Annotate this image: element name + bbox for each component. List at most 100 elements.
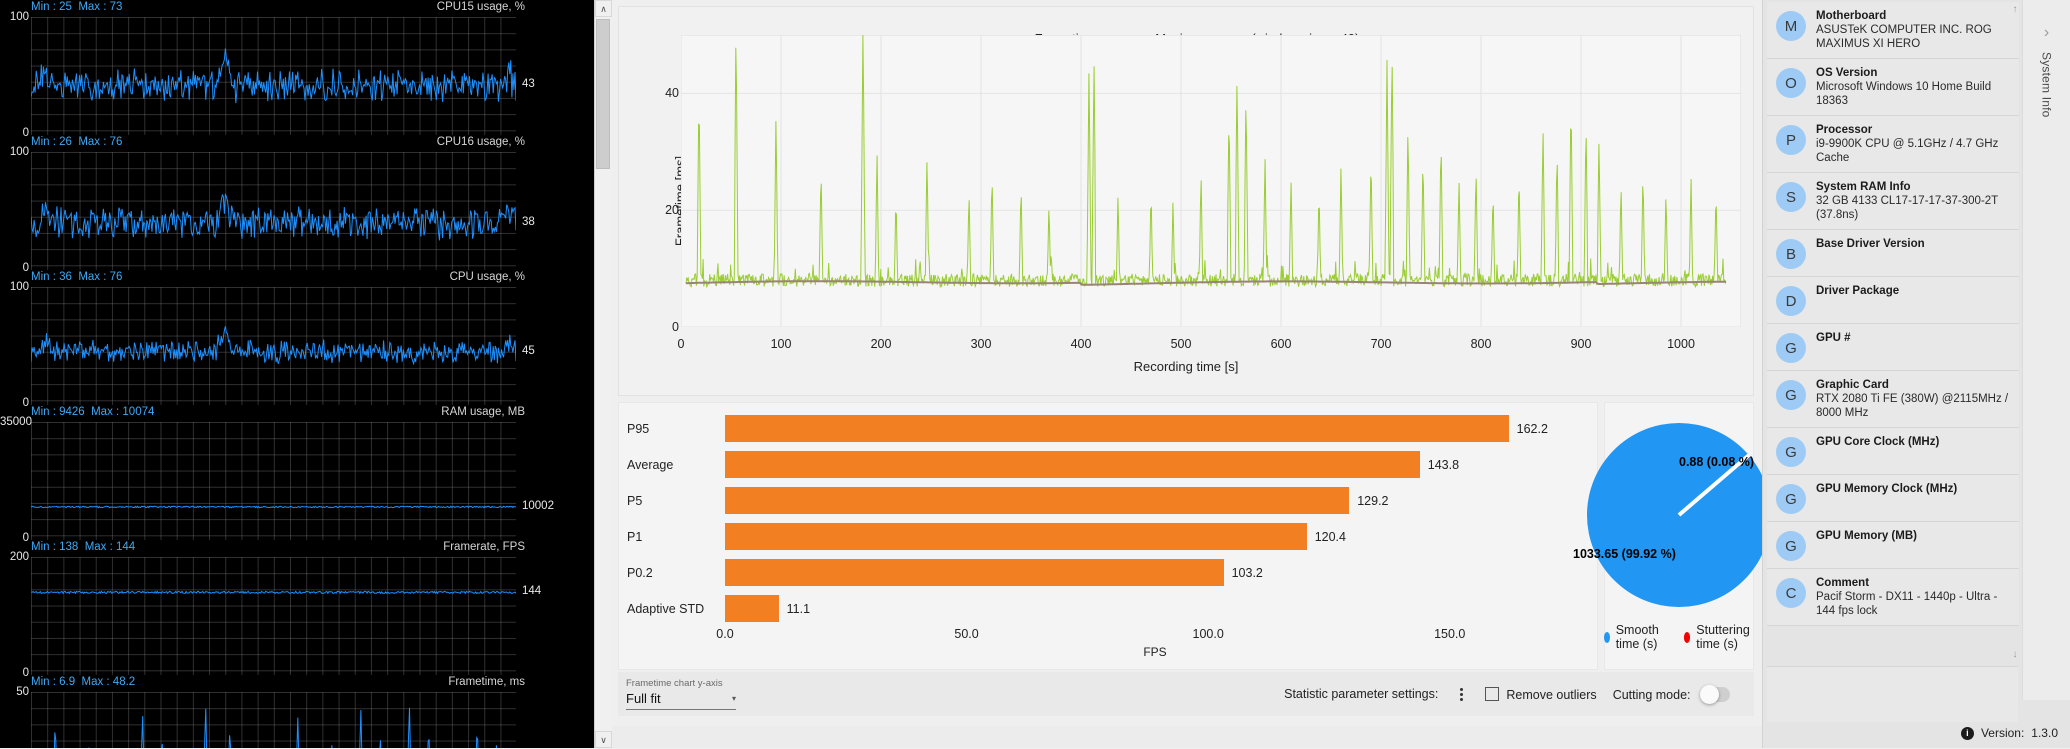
sensor-graph[interactable]: Min : 9426 Max : 10074 RAM usage, MB 35000… (0, 405, 595, 544)
sensor-graph-y-top: 50 (16, 686, 29, 698)
system-info-item[interactable]: G Graphic Card RTX 2080 Ti FE (380W) @2115… (1767, 371, 2019, 428)
bar-row[interactable]: Adaptive STD 11.1 (619, 591, 1597, 627)
sensor-graph-panel: Min : 25 Max : 73 CPU15 usage, % 100 0 43 Min… (0, 0, 612, 748)
frametime-x-axis-label: Recording time [s] (1133, 359, 1239, 374)
sensor-graph-grid (31, 557, 516, 675)
frametime-y-ticks: 0 20 40 (649, 35, 679, 334)
system-info-item[interactable]: O OS Version Microsoft Windows 10 Home Bui… (1767, 59, 2019, 116)
system-info-text: OS Version Microsoft Windows 10 Home Buil… (1816, 66, 2011, 108)
bar-row[interactable]: P95 162.2 (619, 411, 1597, 447)
pie-svg (1587, 423, 1771, 607)
system-info-scrollbar[interactable]: ↑ ↓ (2010, 4, 2020, 660)
avatar: G (1776, 531, 1806, 561)
system-info-title: GPU Memory Clock (MHz) (1816, 483, 1958, 495)
system-info-item[interactable]: C Comment Pacif Storm - DX11 - 1440p - Ult… (1767, 569, 2019, 626)
frametime-x-tick: 100 (770, 337, 792, 351)
avatar: O (1776, 68, 1806, 98)
system-info-item[interactable]: D Driver Package (1767, 277, 2019, 324)
system-info-item[interactable]: M Motherboard ASUSTeK COMPUTER INC. ROG MA… (1767, 2, 2019, 59)
scrollbar-thumb[interactable] (596, 19, 610, 169)
scroll-down-icon[interactable]: ↓ (2012, 649, 2018, 660)
sensor-graph-plot[interactable] (31, 152, 516, 270)
avatar: D (1776, 286, 1806, 316)
bar-category-label: P1 (627, 530, 643, 544)
system-info-item[interactable]: G GPU Memory (MB) (1767, 522, 2019, 569)
sensor-graph-minmax: Min : 25 Max : 73 (31, 1, 123, 13)
bar-row[interactable]: P1 120.4 (619, 519, 1597, 555)
chevron-right-icon[interactable]: › (2043, 24, 2050, 41)
scroll-up-arrow-icon[interactable]: ∧ (595, 0, 612, 17)
sensor-graph[interactable]: Min : 6.9 Max : 48.2 Frametime, ms50014.6 (0, 675, 595, 748)
fps-bar-rows: P95 162.2 Average 143.8 P5 129.2 P1 120.4 P0.2 10… (619, 411, 1597, 627)
system-info-list[interactable]: M Motherboard ASUSTeK COMPUTER INC. ROG MA… (1767, 2, 2019, 662)
avatar: G (1776, 333, 1806, 363)
avatar: G (1776, 380, 1806, 410)
sensor-graph[interactable]: Min : 25 Max : 73 CPU15 usage, % 100 0 43 (0, 0, 595, 139)
system-info-item[interactable]: G GPU # (1767, 324, 2019, 371)
avatar: G (1776, 437, 1806, 467)
bar-row[interactable]: Average 143.8 (619, 447, 1597, 483)
sensor-graph-minmax: Min : 9426 Max : 10074 (31, 406, 155, 418)
system-info-subtitle: RTX 2080 Ti FE (380W) @2115MHz / 8000 MH… (1816, 393, 2009, 419)
frametime-chart-card: Frametimes Moving average (window size =… (618, 6, 1754, 396)
chevron-down-icon[interactable]: ▾ (731, 694, 736, 703)
toggle-switch-icon[interactable] (1700, 684, 1730, 704)
frametime-yaxis-value-row[interactable]: Full fit ▾ (626, 689, 736, 710)
remove-outliers-checkbox[interactable]: Remove outliers (1485, 686, 1597, 702)
scroll-down-arrow-icon[interactable]: ∨ (595, 731, 612, 748)
version-value: 1.3.0 (2031, 726, 2058, 740)
main-content: Frametimes Moving average (window size =… (612, 0, 1771, 748)
statistics-row: P95 162.2 Average 143.8 P5 129.2 P1 120.4 P0.2 10… (618, 402, 1771, 670)
pie-chart[interactable]: 0.88 (0.08 %) 1033.65 (99.92 %) (1573, 415, 1779, 615)
frametime-plot-area[interactable] (680, 34, 1742, 328)
system-info-tab[interactable]: › System Info (2022, 0, 2070, 700)
sensor-graph[interactable]: Min : 138 Max : 144 Framerate, FPS 200 0 144 (0, 540, 595, 679)
version-label: Version: (1980, 726, 2025, 740)
sensor-panel-scrollbar[interactable]: ∧ ∨ (594, 0, 612, 748)
system-info-subtitle: Microsoft Windows 10 Home Build 18363 (1816, 81, 1992, 107)
sensor-graph-header: Min : 36 Max : 76 CPU usage, % (0, 270, 595, 287)
bar-fill[interactable] (725, 415, 1509, 442)
frametime-yaxis-caption: Frametime chart y-axis (626, 678, 723, 689)
system-info-text: GPU Memory (MB) (1816, 529, 2011, 543)
system-info-title: Driver Package (1816, 285, 1900, 297)
cutting-mode-toggle[interactable]: Cutting mode: (1613, 684, 1730, 704)
frametime-x-tick: 1000 (1667, 337, 1695, 351)
fps-bar-x-axis: 0.0 50.0 100.0 150.0 (716, 627, 1585, 643)
system-info-item[interactable]: G GPU Memory Clock (MHz) (1767, 475, 2019, 522)
sensor-graph-current-value: 10002 (522, 499, 554, 512)
sensor-graph-plot[interactable] (31, 692, 516, 748)
bar-fill[interactable] (725, 523, 1307, 550)
sensor-graph-plot[interactable] (31, 557, 516, 675)
sensor-graph-plot[interactable] (31, 17, 516, 135)
sensor-graph-plot[interactable] (31, 422, 516, 540)
status-bar (612, 726, 1762, 748)
system-info-item[interactable]: B Base Driver Version (1767, 230, 2019, 277)
sensor-graph[interactable]: Min : 26 Max : 76 CPU16 usage, % 100 0 38 (0, 135, 595, 274)
checkbox-icon[interactable] (1485, 686, 1500, 701)
sensor-graph-grid (31, 422, 516, 540)
frametime-x-tick: 0 (677, 337, 685, 351)
sensor-graph-plot[interactable] (31, 287, 516, 405)
version-badge: i Version: 1.3.0 (1960, 726, 2058, 740)
bar-row[interactable]: P5 129.2 (619, 483, 1597, 519)
scroll-up-icon[interactable]: ↑ (2012, 4, 2018, 15)
bar-fill[interactable] (725, 559, 1224, 586)
system-info-item[interactable]: G GPU Core Clock (MHz) (1767, 428, 2019, 475)
bar-fill[interactable] (725, 487, 1350, 514)
frametime-chart-svg (680, 34, 1742, 328)
bar-track: 129.2 (725, 487, 1585, 514)
bar-fill[interactable] (725, 451, 1420, 478)
system-info-item[interactable]: S System RAM Info 32 GB 4133 CL17-17-17-37… (1767, 173, 2019, 230)
frametime-x-tick: 400 (1070, 337, 1092, 351)
more-options-icon[interactable] (1454, 687, 1469, 701)
frametime-x-tick: 900 (1570, 337, 1592, 351)
system-info-item[interactable]: P Processor i9-9900K CPU @ 5.1GHz / 4.7 GH… (1767, 116, 2019, 173)
frametime-yaxis-select[interactable]: Frametime chart y-axis Full fit ▾ (626, 678, 736, 710)
sensor-graph-body: 100 0 45 (0, 281, 595, 409)
bar-row[interactable]: P0.2 103.2 (619, 555, 1597, 591)
bar-fill[interactable] (725, 595, 779, 622)
legend-label-stuttering-time: Stuttering time (s) (1696, 623, 1750, 651)
sensor-graph[interactable]: Min : 36 Max : 76 CPU usage, % 100 0 45 (0, 270, 595, 409)
bar-x-tick: 100.0 (1192, 627, 1224, 641)
